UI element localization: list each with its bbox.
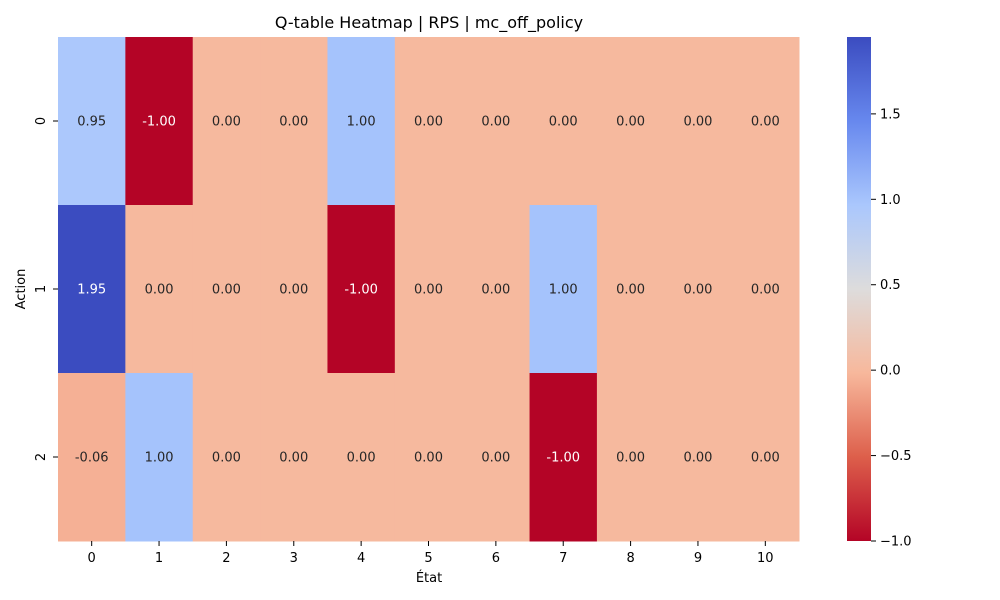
chart-title: Q-table Heatmap | RPS | mc_off_policy (275, 13, 583, 33)
cell-value-label: 0.00 (279, 283, 308, 298)
cell-value-label: 1.00 (145, 451, 174, 466)
cell-value-label: 0.00 (751, 451, 780, 466)
cell-value-label: 0.00 (212, 451, 241, 466)
heatmap-cell (394, 37, 463, 206)
heatmap-cell (664, 373, 733, 542)
heatmap-cell (664, 37, 733, 206)
y-axis-label: Action (14, 269, 29, 310)
y-tick-label: 2 (34, 453, 49, 461)
cell-value-label: 0.00 (549, 115, 578, 130)
heatmap-cell (58, 37, 126, 206)
cell-value-label: -1.00 (142, 115, 176, 130)
heatmap-cell (192, 37, 261, 206)
heatmap-cell (529, 205, 598, 374)
heatmap-cell (596, 37, 665, 206)
cell-value-label: -1.00 (546, 451, 580, 466)
heatmap-cell (125, 205, 194, 374)
x-tick-label: 9 (694, 551, 702, 566)
heatmap-cell-labels: 0.95 -1.00 0.00 0.00 1.00 0.00 0.00 0.00 0.00 0.0… (75, 115, 780, 466)
cell-value-label: 0.00 (616, 283, 645, 298)
cell-value-label: 1.95 (77, 283, 106, 298)
x-tick-label: 8 (626, 551, 634, 566)
cell-value-label: 0.00 (683, 283, 712, 298)
colorbar-tick-label: −0.5 (880, 449, 912, 464)
x-tick-label: 6 (492, 551, 500, 566)
cell-value-label: 0.00 (481, 283, 510, 298)
cell-value-label: 0.00 (414, 451, 443, 466)
x-tick-label: 10 (757, 551, 774, 566)
heatmap-cell (529, 37, 598, 206)
heatmap-cell (664, 205, 733, 374)
cell-value-label: -0.06 (75, 451, 109, 466)
heatmap-cell (125, 373, 194, 542)
cell-value-label: 0.00 (414, 115, 443, 130)
heatmap-cell (731, 373, 800, 542)
heatmap-cell (462, 373, 531, 542)
heatmap-cell (731, 37, 800, 206)
colorbar-tick-label: 0.0 (880, 364, 901, 379)
heatmap-cell (462, 37, 531, 206)
x-tick-label: 2 (222, 551, 230, 566)
cell-value-label: 0.00 (683, 115, 712, 130)
y-tick-label: 0 (34, 117, 49, 125)
colorbar-tick-label: 1.0 (880, 193, 901, 208)
heatmap-cell (596, 205, 665, 374)
heatmap-cell (125, 37, 194, 206)
cell-value-label: 0.00 (683, 451, 712, 466)
heatmap-cells (58, 37, 800, 542)
y-tick-label: 1 (34, 285, 49, 293)
heatmap-cell (192, 373, 261, 542)
colorbar-tick-label: −1.0 (880, 535, 912, 550)
x-axis-label: État (416, 570, 442, 586)
heatmap-cell (731, 205, 800, 374)
x-tick-label: 0 (88, 551, 96, 566)
colorbar (847, 37, 871, 541)
cell-value-label: 0.00 (616, 115, 645, 130)
cell-value-label: 1.00 (549, 283, 578, 298)
cell-value-label: 0.00 (212, 283, 241, 298)
cell-value-label: 0.00 (414, 283, 443, 298)
heatmap-cell (58, 373, 126, 542)
x-tick-label: 1 (155, 551, 163, 566)
x-axis-ticks: 0 1 2 3 4 5 6 7 8 9 10 (88, 541, 774, 566)
heatmap-cell (327, 37, 396, 206)
heatmap-cell (58, 205, 126, 374)
x-tick-label: 3 (290, 551, 298, 566)
cell-value-label: 0.00 (212, 115, 241, 130)
cell-value-label: 0.00 (751, 115, 780, 130)
heatmap-cell (260, 205, 328, 374)
x-tick-label: 7 (559, 551, 567, 566)
cell-value-label: 0.00 (145, 283, 174, 298)
cell-value-label: 0.00 (279, 451, 308, 466)
cell-value-label: 0.00 (616, 451, 645, 466)
cell-value-label: 0.00 (751, 283, 780, 298)
heatmap-cell (394, 205, 463, 374)
heatmap-cell (462, 205, 531, 374)
cell-value-label: 1.00 (347, 115, 376, 130)
colorbar-ticks: −1.0 −0.5 0.0 0.5 1.0 1.5 (871, 107, 912, 550)
heatmap-cell (327, 205, 396, 374)
cell-value-label: 0.00 (347, 451, 376, 466)
y-axis-ticks: 0 1 2 (34, 117, 58, 461)
heatmap-cell (260, 373, 328, 542)
cell-value-label: 0.00 (481, 451, 510, 466)
x-tick-label: 4 (357, 551, 365, 566)
x-tick-label: 5 (424, 551, 432, 566)
colorbar-tick-label: 1.5 (880, 107, 901, 122)
heatmap-cell (596, 373, 665, 542)
colorbar-tick-label: 0.5 (880, 278, 901, 293)
heatmap-cell (260, 37, 328, 206)
heatmap-cell (192, 205, 261, 374)
heatmap-cell (394, 373, 463, 542)
cell-value-label: 0.00 (481, 115, 510, 130)
heatmap-cell (327, 373, 396, 542)
cell-value-label: 0.00 (279, 115, 308, 130)
heatmap-cell (529, 373, 598, 542)
cell-value-label: 0.95 (77, 115, 106, 130)
cell-value-label: -1.00 (344, 283, 378, 298)
